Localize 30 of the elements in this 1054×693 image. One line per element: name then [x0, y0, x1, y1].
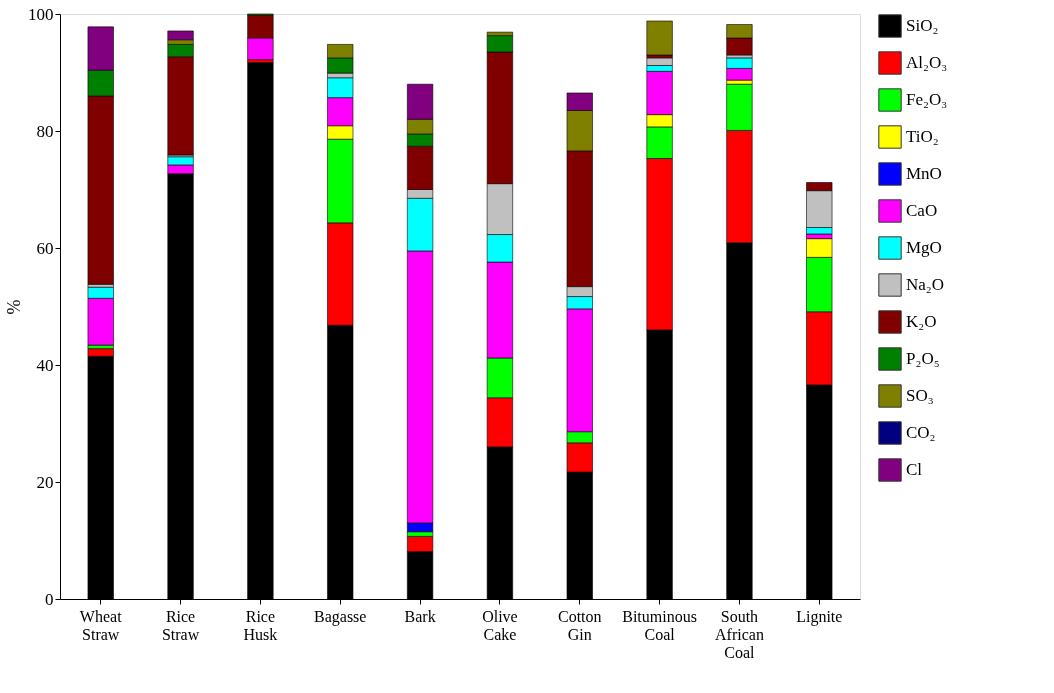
- x-tick-label: Lignite: [796, 607, 843, 626]
- x-tick-label: Rice Straw: [161, 607, 200, 643]
- legend-label: SO₃: [906, 386, 934, 405]
- legend-label: P₂O₅: [906, 349, 940, 368]
- y-tick-label: 80: [36, 121, 54, 141]
- y-tick-label: 60: [36, 238, 54, 258]
- legend-label: Al₂O₃: [906, 53, 948, 72]
- legend-label: MgO: [906, 238, 942, 257]
- legend-label: MnO: [906, 164, 942, 183]
- legend-label: CO₂: [906, 423, 936, 442]
- y-tick-label: 20: [36, 472, 54, 492]
- x-tick-label: Rice Husk: [243, 607, 278, 643]
- x-tick-label: Olive Cake: [482, 607, 518, 643]
- legend-label: K₂O: [906, 312, 937, 331]
- x-tick-label: Bark: [404, 607, 436, 625]
- legend-label: TiO₂: [906, 127, 939, 146]
- x-tick-label: Bagasse: [314, 607, 367, 626]
- y-tick-label: 40: [36, 355, 54, 375]
- x-tick-label: South African Coal: [715, 607, 764, 661]
- y-tick-label: 100: [28, 4, 54, 24]
- legend-label: Na₂O: [906, 275, 945, 294]
- legend-label: CaO: [906, 201, 938, 220]
- x-tick-label: Wheat Straw: [79, 607, 123, 643]
- legend-label: Fe₂O₃: [906, 90, 948, 109]
- y-axis-title: %: [4, 299, 24, 315]
- legend-label: SiO₂: [906, 16, 939, 35]
- x-tick-label: Cotton Gin: [557, 607, 602, 643]
- legend-label: Cl: [906, 460, 923, 479]
- x-tick-label: Bituminous Coal: [622, 607, 697, 643]
- y-tick-label: 0: [45, 589, 54, 609]
